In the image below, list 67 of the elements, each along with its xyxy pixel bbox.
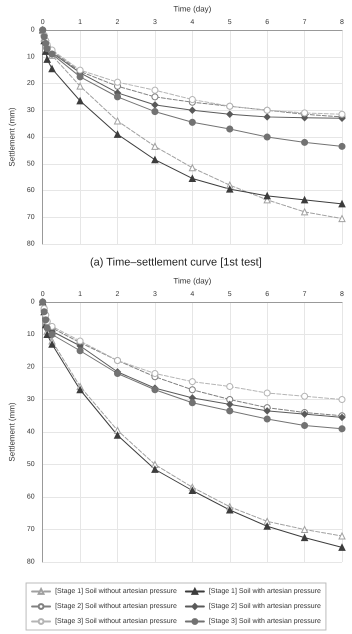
point (301, 534, 308, 542)
point (338, 110, 346, 118)
point (76, 73, 84, 80)
point (301, 208, 308, 216)
y-axis-title: Settlement (mm) (8, 107, 16, 167)
point (264, 407, 271, 414)
point (151, 466, 158, 473)
point (114, 117, 122, 124)
point (44, 56, 51, 63)
point (188, 487, 196, 494)
point (188, 174, 196, 182)
point (114, 130, 122, 138)
point (48, 340, 56, 348)
point (188, 118, 196, 126)
point (48, 331, 56, 338)
point (114, 78, 122, 86)
point (76, 347, 84, 354)
point (338, 544, 346, 551)
point (264, 390, 271, 396)
point (338, 142, 346, 150)
point (188, 378, 196, 386)
point (188, 96, 196, 104)
point (301, 196, 308, 204)
point (338, 425, 346, 432)
point (44, 45, 51, 52)
point (338, 200, 346, 208)
point (151, 156, 158, 164)
x-axis-title: Time (day) (173, 276, 212, 286)
point (188, 106, 196, 114)
point (151, 101, 158, 108)
point (264, 416, 271, 422)
point (226, 383, 234, 390)
point (44, 331, 51, 338)
point (226, 407, 234, 414)
point (301, 422, 308, 429)
point (226, 186, 234, 193)
point (264, 134, 271, 140)
point (301, 526, 308, 533)
point (264, 522, 271, 530)
point (188, 399, 196, 406)
point (114, 93, 122, 100)
point (338, 532, 346, 540)
y-axis-title: Settlement (mm) (8, 402, 16, 462)
point (151, 86, 158, 94)
point (76, 386, 84, 394)
point (226, 125, 234, 132)
point (114, 432, 122, 439)
point (76, 82, 84, 90)
point (188, 164, 196, 172)
point (264, 192, 271, 200)
point (151, 142, 158, 150)
point (188, 386, 196, 394)
point (151, 93, 158, 100)
point (151, 370, 158, 377)
point (226, 506, 234, 514)
x-axis-title: Time (day) (173, 4, 212, 14)
point (338, 396, 346, 403)
point (48, 65, 56, 72)
point (226, 400, 234, 408)
point (301, 392, 308, 400)
point (338, 215, 346, 222)
point (226, 110, 234, 118)
point (151, 108, 158, 116)
point (76, 97, 84, 104)
point (301, 138, 308, 146)
text: (a) Time–settlement curve [1st test] (90, 256, 262, 268)
point (264, 113, 271, 120)
